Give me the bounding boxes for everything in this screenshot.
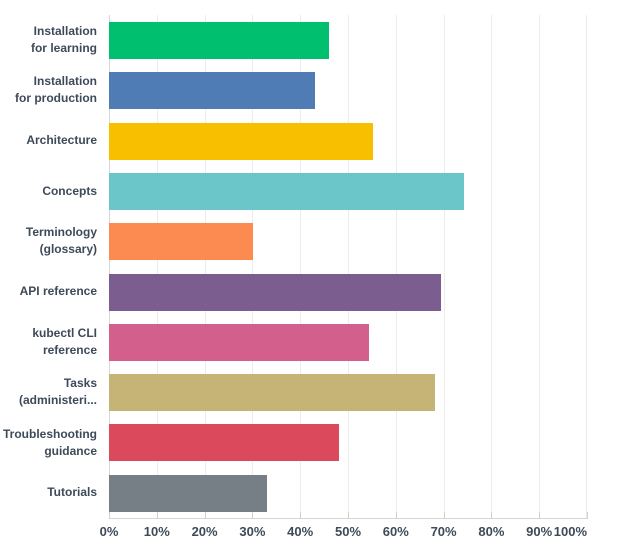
tick-mark-50 — [348, 512, 349, 519]
gridline-50 — [348, 15, 349, 518]
x-tick-label-80: 80% — [478, 524, 505, 539]
category-label-line: Installation — [33, 24, 97, 39]
gridline-80 — [491, 15, 493, 518]
tick-mark-60 — [395, 512, 397, 519]
tick-mark-10 — [156, 512, 158, 519]
category-label-line: Installation — [33, 74, 97, 89]
category-label-line: (glossary) — [39, 242, 97, 257]
category-label-line: API reference — [19, 284, 97, 299]
category-label-line: (administeri... — [18, 393, 97, 408]
gridline-20 — [204, 15, 206, 518]
x-tick-label-70: 70% — [430, 524, 457, 539]
bar-tasks-administeri[interactable] — [109, 374, 436, 412]
category-label-line: Terminology — [25, 225, 97, 240]
category-label-api-reference: API reference — [0, 267, 97, 317]
bar-tutorials[interactable] — [109, 474, 267, 512]
gridline-90 — [539, 15, 541, 518]
category-label-installation-for-production: Installation for production — [0, 65, 97, 115]
tick-mark-100 — [587, 512, 588, 519]
category-label-line: for production — [15, 91, 97, 106]
x-tick-label-30: 30% — [239, 524, 266, 539]
category-label-line: for learning — [30, 41, 97, 56]
plot-area — [109, 15, 587, 518]
bar-row-installation-for-production — [109, 65, 587, 115]
x-tick-label-20: 20% — [191, 524, 218, 539]
category-label-line: guidance — [44, 443, 97, 458]
gridline-40 — [300, 15, 302, 518]
bar-terminology-glossary[interactable] — [109, 223, 253, 261]
category-label-line: kubectl CLI — [32, 325, 97, 340]
bar-row-tutorials — [109, 468, 587, 518]
gridline-70 — [443, 15, 445, 518]
tick-mark-40 — [300, 512, 302, 519]
bar-row-tasks-administeri — [109, 367, 587, 417]
category-label-line: Concepts — [42, 183, 97, 198]
bar-api-reference[interactable] — [109, 273, 442, 311]
bar-row-api-reference — [109, 267, 587, 317]
tick-mark-70 — [443, 512, 445, 519]
x-axis-tick-labels: 0% 10% 20% 30% 40% 50% 60% 70% 80% 90% 100% — [100, 524, 587, 544]
category-label-installation-for-learning: Installation for learning — [0, 15, 97, 65]
category-label-line: Architecture — [26, 133, 97, 148]
x-tick-label-0: 0% — [99, 524, 119, 539]
gridline-10 — [156, 15, 158, 518]
bar-row-concepts — [109, 166, 587, 216]
category-label-terminology-glossary: Terminology (glossary) — [0, 216, 97, 266]
x-tick-label-50: 50% — [334, 524, 362, 539]
tick-mark-90 — [539, 512, 541, 519]
gridline-60 — [395, 15, 397, 518]
category-label-line: Tasks — [63, 376, 97, 391]
category-label-concepts: Concepts — [0, 166, 97, 216]
x-tick-label-60: 60% — [382, 524, 409, 539]
bar-troubleshooting-guidance[interactable] — [109, 424, 340, 462]
bar-installation-for-learning[interactable] — [109, 22, 330, 59]
category-label-tasks-administeri: Tasks (administeri... — [0, 367, 97, 417]
tick-mark-80 — [491, 512, 493, 519]
gridline-100 — [586, 15, 587, 518]
x-tick-label-40: 40% — [287, 524, 314, 539]
bar-row-terminology-glossary — [109, 216, 587, 266]
bar-architecture[interactable] — [109, 122, 374, 160]
tick-mark-0 — [109, 512, 110, 519]
category-label-line: Troubleshooting — [3, 426, 97, 441]
category-label-line: Tutorials — [47, 485, 97, 500]
x-tick-label-100: 100% — [553, 524, 587, 539]
gridline-30 — [252, 15, 254, 518]
tick-mark-30 — [252, 512, 254, 519]
x-tick-label-90: 90% — [526, 524, 553, 539]
y-axis-category-labels: Installation for learning Installation for … — [0, 15, 103, 518]
x-tick-label-10: 10% — [143, 524, 170, 539]
bar-concepts[interactable] — [109, 172, 465, 210]
bar-row-architecture — [109, 116, 587, 166]
category-label-architecture: Architecture — [0, 116, 97, 166]
tick-mark-20 — [204, 512, 206, 519]
category-label-troubleshooting-guidance: Troubleshooting guidance — [0, 417, 97, 467]
bar-row-installation-for-learning — [109, 15, 587, 65]
category-label-line: reference — [42, 342, 97, 357]
y-axis-line — [109, 15, 110, 518]
bar-installation-for-production[interactable] — [109, 72, 316, 110]
bar-row-kubectl-cli-reference — [109, 317, 587, 367]
category-label-kubectl-cli-reference: kubectl CLI reference — [0, 317, 97, 367]
bar-kubectl-cli-reference[interactable] — [109, 323, 369, 361]
bar-row-troubleshooting-guidance — [109, 417, 587, 467]
category-label-tutorials: Tutorials — [0, 468, 97, 518]
